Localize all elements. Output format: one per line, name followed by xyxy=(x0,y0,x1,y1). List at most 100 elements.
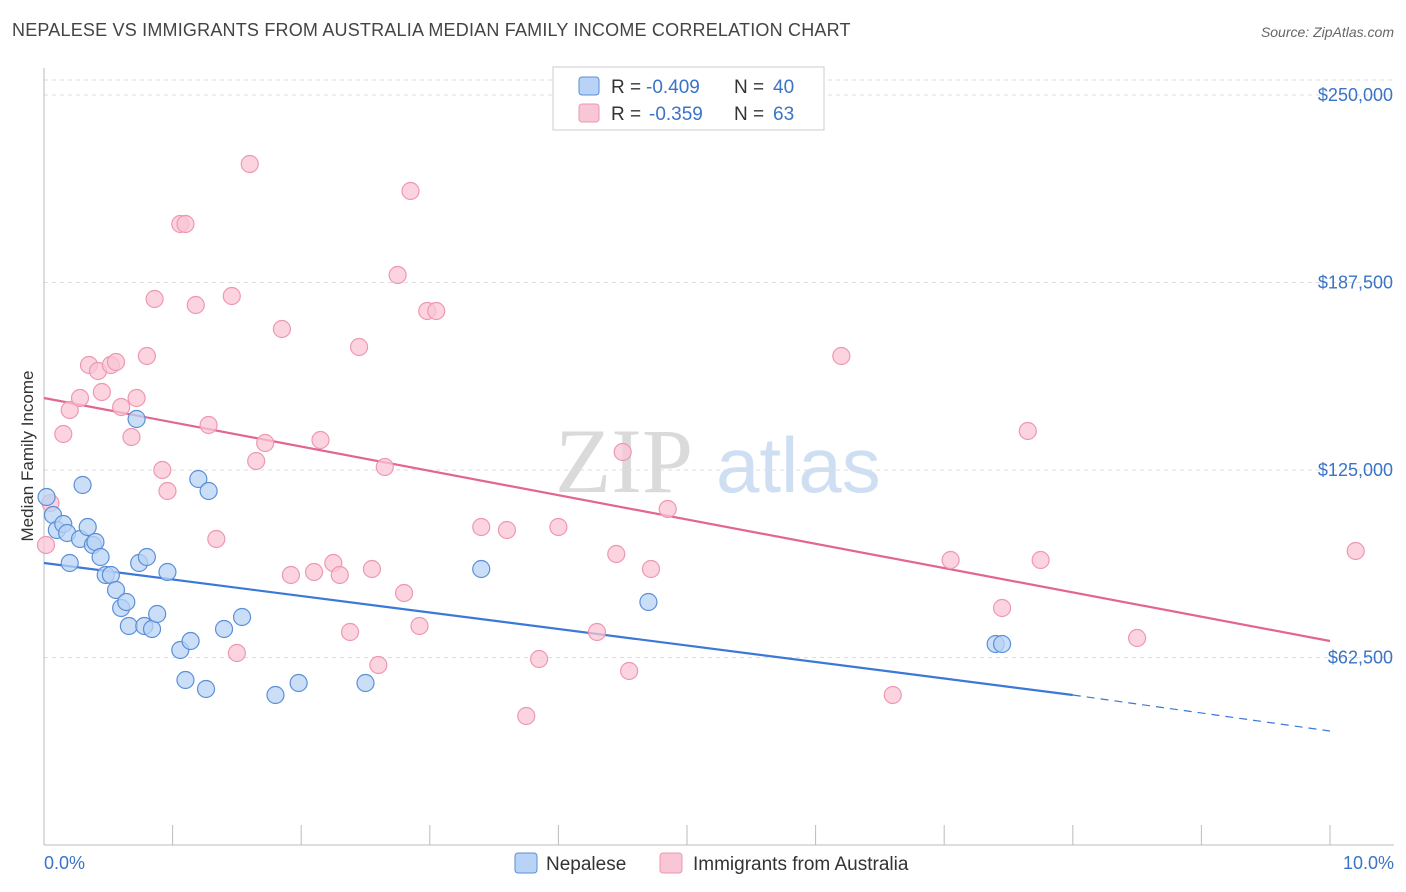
point-australia xyxy=(375,457,394,477)
point-australia xyxy=(1031,550,1050,570)
point-australia xyxy=(941,550,960,570)
point-nepalese xyxy=(199,481,218,501)
point-australia xyxy=(176,214,195,234)
x-tick-max: 10.0% xyxy=(1343,853,1394,873)
x-tick-min: 0.0% xyxy=(44,853,85,873)
point-australia xyxy=(127,388,146,408)
point-australia xyxy=(227,643,246,663)
trend-line-nepalese-extension xyxy=(1072,694,1331,732)
point-australia xyxy=(641,559,661,579)
y-tick-label: $187,500 xyxy=(1318,273,1393,293)
legend-n-label-2: N = xyxy=(734,104,764,125)
axes xyxy=(43,68,1394,846)
point-nepalese xyxy=(189,469,208,489)
point-nepalese xyxy=(266,685,285,705)
point-australia xyxy=(388,265,407,285)
point-australia xyxy=(362,559,382,579)
bottom-legend-nepalese: Nepalese xyxy=(546,854,626,875)
y-axis-title: Median Family Income xyxy=(18,370,37,541)
point-australia xyxy=(54,424,73,444)
y-tick-label: $62,500 xyxy=(1328,648,1393,668)
source-label: Source: ZipAtlas.com xyxy=(1260,24,1394,40)
point-nepalese xyxy=(78,517,97,537)
legend-n-value-2: 63 xyxy=(773,104,794,125)
point-australia xyxy=(256,433,275,453)
point-nepalese xyxy=(37,487,56,507)
point-australia xyxy=(1346,541,1365,561)
point-australia xyxy=(311,430,330,450)
bottom-legend-australia: Immigrants from Australia xyxy=(693,854,909,875)
point-australia xyxy=(620,661,639,681)
point-australia xyxy=(832,346,851,366)
point-nepalese xyxy=(196,679,216,699)
point-australia xyxy=(349,337,369,357)
legend-r-label-1: R = xyxy=(611,77,641,98)
bottom-legend-swatch-nepalese xyxy=(514,852,538,874)
point-australia xyxy=(1127,628,1147,648)
point-australia xyxy=(427,301,446,321)
point-nepalese xyxy=(356,673,375,693)
point-australia xyxy=(340,622,360,642)
point-australia xyxy=(304,562,324,582)
point-australia xyxy=(36,535,56,555)
watermark-atlas: atlas xyxy=(716,421,881,509)
legend-swatch-australia xyxy=(578,103,600,123)
point-nepalese xyxy=(137,547,156,567)
data-points xyxy=(36,154,1365,726)
legend-swatch-nepalese xyxy=(578,76,600,96)
trend-line-nepalese xyxy=(43,561,1073,697)
stats-legend: R = -0.409 N = 40 R = -0.359 N = 63 xyxy=(552,66,825,131)
point-australia xyxy=(207,529,226,549)
point-australia xyxy=(369,655,388,675)
point-australia xyxy=(272,319,292,339)
point-nepalese xyxy=(176,670,195,690)
point-australia xyxy=(394,583,414,603)
point-australia xyxy=(281,565,301,585)
y-tick-label: $125,000 xyxy=(1318,460,1393,480)
y-tick-labels: $62,500 $125,000 $187,500 $250,000 xyxy=(1318,85,1393,668)
point-nepalese xyxy=(127,409,146,429)
point-nepalese xyxy=(214,619,234,639)
point-nepalese xyxy=(472,559,491,579)
point-australia xyxy=(60,400,79,420)
legend-n-label-1: N = xyxy=(734,77,764,98)
point-australia xyxy=(472,517,491,537)
point-australia xyxy=(70,388,90,408)
point-australia xyxy=(106,352,126,372)
point-australia xyxy=(247,451,266,471)
point-australia xyxy=(497,520,517,540)
point-australia xyxy=(112,397,131,417)
point-australia xyxy=(92,382,111,402)
point-nepalese xyxy=(60,553,79,573)
point-australia xyxy=(153,460,172,480)
bottom-legend-swatch-australia xyxy=(659,852,683,874)
point-australia xyxy=(517,706,536,726)
point-australia xyxy=(199,415,218,435)
point-australia xyxy=(158,481,177,501)
point-nepalese xyxy=(289,673,308,693)
point-australia xyxy=(883,685,902,705)
legend-r-value-2: -0.359 xyxy=(649,104,703,125)
point-nepalese xyxy=(106,580,126,600)
point-australia xyxy=(658,499,677,519)
point-australia xyxy=(122,427,141,447)
point-australia xyxy=(240,154,259,174)
point-australia xyxy=(145,289,164,309)
point-australia xyxy=(549,517,568,537)
series-legend: Nepalese Immigrants from Australia xyxy=(514,852,909,875)
chart-title: NEPALESE VS IMMIGRANTS FROM AUSTRALIA ME… xyxy=(12,20,851,40)
legend-r-label-2: R = xyxy=(611,104,641,125)
point-nepalese xyxy=(148,604,167,624)
y-tick-label: $250,000 xyxy=(1318,85,1393,105)
point-nepalese xyxy=(119,616,138,636)
legend-n-value-1: 40 xyxy=(773,77,794,98)
point-australia xyxy=(530,649,549,669)
point-australia xyxy=(330,565,349,585)
point-nepalese xyxy=(91,547,110,567)
point-australia xyxy=(186,295,205,315)
point-nepalese xyxy=(181,631,200,651)
point-nepalese xyxy=(73,475,92,495)
legend-r-value-1: -0.409 xyxy=(646,77,700,98)
point-australia xyxy=(992,598,1012,618)
